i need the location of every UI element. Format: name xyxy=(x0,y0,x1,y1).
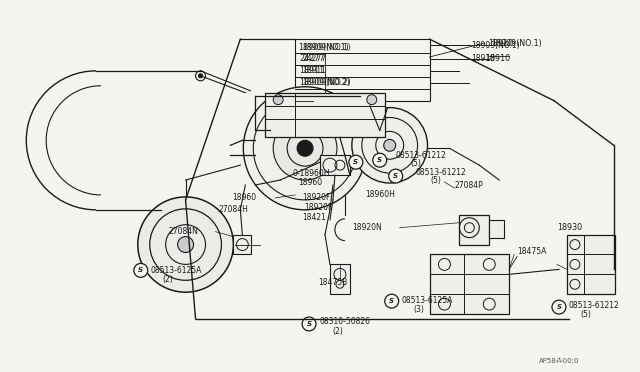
Text: S: S xyxy=(353,159,358,165)
Text: 24277: 24277 xyxy=(302,54,326,64)
Circle shape xyxy=(367,95,377,105)
Text: (5): (5) xyxy=(581,310,592,318)
Text: AP58⁂00:0: AP58⁂00:0 xyxy=(539,358,580,364)
Text: 27084N: 27084N xyxy=(169,227,198,236)
FancyBboxPatch shape xyxy=(265,93,385,137)
Circle shape xyxy=(384,140,396,151)
Text: 18909(NO.2): 18909(NO.2) xyxy=(299,78,350,87)
Circle shape xyxy=(138,197,234,292)
Text: 08513-6125A: 08513-6125A xyxy=(402,296,453,305)
Circle shape xyxy=(352,108,428,183)
Text: 0-18960H: 0-18960H xyxy=(292,169,330,177)
Text: S: S xyxy=(556,304,561,310)
Text: 08513-61212: 08513-61212 xyxy=(396,151,447,160)
FancyBboxPatch shape xyxy=(330,264,350,294)
Text: (5): (5) xyxy=(411,159,422,168)
Text: 18475B: 18475B xyxy=(318,278,348,287)
Text: S: S xyxy=(389,298,394,304)
Text: 18911: 18911 xyxy=(299,66,324,76)
Text: S: S xyxy=(307,321,312,327)
Text: (3): (3) xyxy=(413,305,424,314)
Circle shape xyxy=(134,263,148,277)
Text: 18960: 18960 xyxy=(232,193,257,202)
Text: 18920F: 18920F xyxy=(302,193,330,202)
FancyBboxPatch shape xyxy=(429,254,509,314)
Text: 18909(NO.1): 18909(NO.1) xyxy=(302,42,351,52)
FancyBboxPatch shape xyxy=(489,220,504,238)
Circle shape xyxy=(349,155,363,169)
Circle shape xyxy=(198,74,202,78)
Circle shape xyxy=(552,300,566,314)
Text: 08513-6125A: 08513-6125A xyxy=(151,266,202,275)
Text: 08513-61212: 08513-61212 xyxy=(415,168,467,177)
Text: 18960: 18960 xyxy=(298,177,322,186)
Circle shape xyxy=(156,210,166,220)
Text: 18911: 18911 xyxy=(302,66,326,76)
Text: 18910: 18910 xyxy=(485,54,511,64)
FancyBboxPatch shape xyxy=(567,235,614,294)
Text: 18910: 18910 xyxy=(471,54,495,64)
Circle shape xyxy=(297,140,313,156)
Text: 18909(NO.1): 18909(NO.1) xyxy=(471,41,520,49)
Text: 18920N: 18920N xyxy=(352,223,381,232)
Circle shape xyxy=(273,116,337,180)
Text: S: S xyxy=(138,267,143,273)
Circle shape xyxy=(159,213,163,217)
Text: 08310-50826: 08310-50826 xyxy=(320,317,371,327)
Text: 27084P: 27084P xyxy=(454,180,483,189)
Text: 18930: 18930 xyxy=(557,223,582,232)
Text: (2): (2) xyxy=(332,327,342,336)
FancyBboxPatch shape xyxy=(234,235,252,254)
FancyBboxPatch shape xyxy=(295,39,429,101)
FancyBboxPatch shape xyxy=(460,215,489,244)
FancyBboxPatch shape xyxy=(320,155,350,175)
Text: 24277: 24277 xyxy=(299,54,324,64)
Circle shape xyxy=(302,317,316,331)
Text: 18421: 18421 xyxy=(302,213,326,222)
Text: 18960H: 18960H xyxy=(365,190,395,199)
Text: 27084H: 27084H xyxy=(218,205,248,214)
Circle shape xyxy=(385,294,399,308)
Text: 18910: 18910 xyxy=(488,39,513,48)
Circle shape xyxy=(243,87,367,210)
Text: 08513-61212: 08513-61212 xyxy=(569,301,620,310)
Circle shape xyxy=(388,169,403,183)
Text: (5): (5) xyxy=(431,176,442,185)
Circle shape xyxy=(178,237,193,253)
Text: S: S xyxy=(377,157,382,163)
Circle shape xyxy=(372,153,387,167)
Text: 18909(NO.1): 18909(NO.1) xyxy=(298,42,349,52)
Text: S: S xyxy=(393,173,398,179)
Text: 18920F: 18920F xyxy=(304,203,332,212)
Circle shape xyxy=(196,71,205,81)
Text: 18909(NO.1): 18909(NO.1) xyxy=(492,39,542,48)
Text: 18909(NO.2): 18909(NO.2) xyxy=(302,78,351,87)
Text: 18475A: 18475A xyxy=(517,247,547,256)
Text: (2): (2) xyxy=(163,275,173,284)
Circle shape xyxy=(273,95,283,105)
